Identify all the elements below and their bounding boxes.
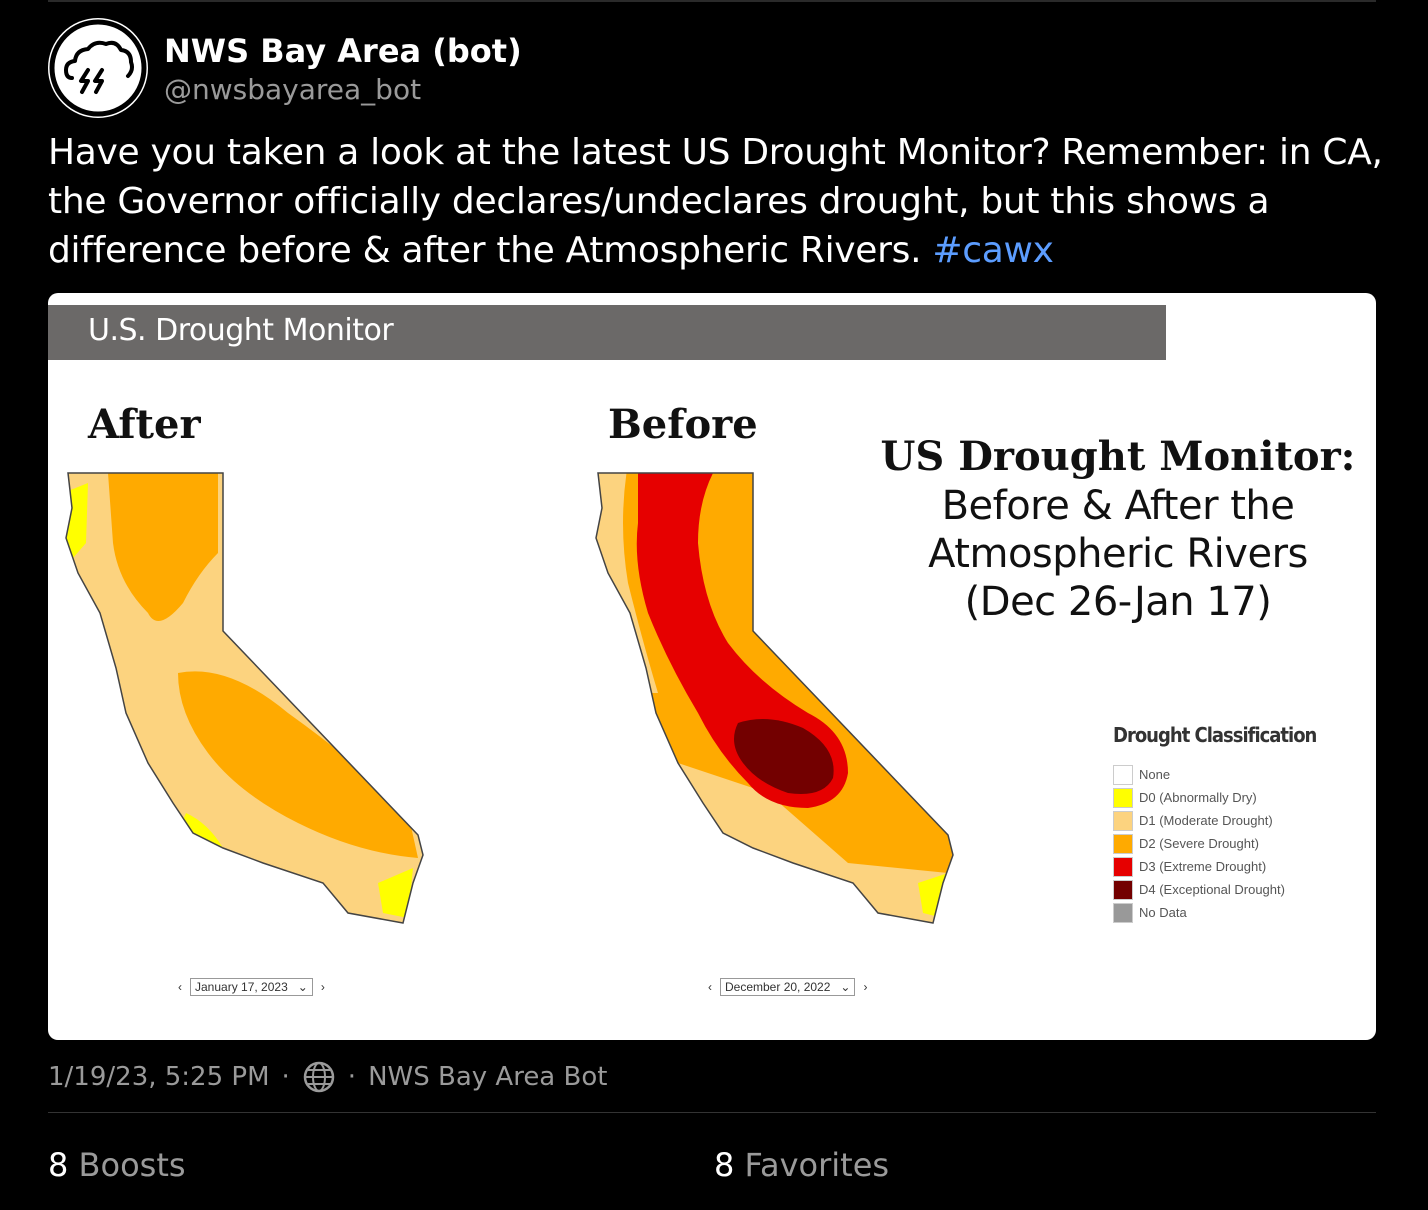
boosts-label: Boosts <box>78 1146 186 1184</box>
info-subtitle-line: Before & After the <box>941 483 1295 529</box>
legend-swatch <box>1113 787 1133 808</box>
favorites-stat[interactable]: 8 Favorites <box>714 1146 889 1184</box>
display-name[interactable]: NWS Bay Area (bot) <box>164 32 522 70</box>
prev-date-icon[interactable]: ‹ <box>178 980 182 994</box>
post-text-line: the Governor officially declares/undecla… <box>48 181 1270 222</box>
legend-label: D0 (Abnormally Dry) <box>1139 790 1257 805</box>
legend-swatch <box>1113 856 1133 877</box>
drought-legend: Drought Classification None D0 (Abnormall… <box>1113 723 1317 924</box>
meta-separator: · <box>281 1062 290 1092</box>
meta-separator: · <box>347 1062 357 1092</box>
after-date-value: January 17, 2023 <box>195 980 288 994</box>
before-date-value: December 20, 2022 <box>725 980 831 994</box>
legend-swatch <box>1113 810 1133 831</box>
legend-item: D2 (Severe Drought) <box>1113 832 1316 855</box>
favorites-label: Favorites <box>744 1146 890 1184</box>
legend-label: D2 (Severe Drought) <box>1139 836 1259 851</box>
legend-title: Drought Classification <box>1113 723 1317 747</box>
legend-label: D4 (Exceptional Drought) <box>1139 882 1285 897</box>
legend-item: None <box>1113 763 1316 786</box>
info-subtitle-line: Atmospheric Rivers <box>928 531 1308 577</box>
app-name[interactable]: NWS Bay Area Bot <box>368 1062 608 1092</box>
next-date-icon[interactable]: › <box>863 980 868 994</box>
legend-swatch <box>1113 879 1133 900</box>
post-meta: 1/19/23, 5:25 PM · · NWS Bay Area Bot <box>48 1060 607 1094</box>
storm-cloud-icon <box>49 19 147 117</box>
legend-item: D0 (Abnormally Dry) <box>1113 786 1316 809</box>
legend-swatch <box>1113 833 1133 854</box>
media-attachment[interactable]: U.S. Drought Monitor After Before <box>48 293 1376 1040</box>
before-label: Before <box>608 401 758 448</box>
before-map <box>595 472 954 924</box>
boosts-stat[interactable]: 8 Boosts <box>48 1146 186 1184</box>
legend-label: None <box>1139 767 1171 782</box>
legend-item: D4 (Exceptional Drought) <box>1113 878 1316 901</box>
legend-label: No Data <box>1139 905 1187 920</box>
account-handle[interactable]: @nwsbayarea_bot <box>164 73 422 106</box>
prev-date-icon[interactable]: ‹ <box>708 980 712 994</box>
post-text-segment: difference before & after the Atmospheri… <box>48 230 922 271</box>
legend-item: D3 (Extreme Drought) <box>1113 855 1316 878</box>
legend-swatch <box>1113 764 1133 785</box>
avatar[interactable] <box>48 18 148 118</box>
favorites-count: 8 <box>714 1146 735 1184</box>
after-label: After <box>88 401 201 448</box>
media-header-bar <box>48 305 1166 360</box>
post-text-line: difference before & after the Atmospheri… <box>48 226 1378 275</box>
info-date-range: (Dec 26-Jan 17) <box>964 579 1272 625</box>
top-divider <box>48 0 1376 2</box>
after-date-picker[interactable]: ‹ January 17, 2023 ⌄ › <box>178 978 325 996</box>
chevron-down-icon: ⌄ <box>840 980 851 994</box>
post-text-line: Have you taken a look at the latest US D… <box>48 132 1383 173</box>
legend-label: D1 (Moderate Drought) <box>1139 813 1273 828</box>
legend-label: D3 (Extreme Drought) <box>1139 859 1267 874</box>
globe-icon <box>303 1061 335 1093</box>
legend-item: D1 (Moderate Drought) <box>1113 809 1316 832</box>
post-timestamp[interactable]: 1/19/23, 5:25 PM <box>48 1062 270 1092</box>
post-body: Have you taken a look at the latest US D… <box>48 128 1383 275</box>
info-title: US Drought Monitor: <box>880 433 1356 480</box>
hashtag-link[interactable]: #cawx <box>932 230 1054 271</box>
before-date-picker[interactable]: ‹ December 20, 2022 ⌄ › <box>708 978 867 996</box>
boosts-count: 8 <box>48 1146 69 1184</box>
media-header-title: U.S. Drought Monitor <box>88 313 394 348</box>
legend-swatch <box>1113 902 1133 923</box>
chevron-down-icon: ⌄ <box>297 980 308 994</box>
next-date-icon[interactable]: › <box>320 980 325 994</box>
stats-divider <box>48 1112 1376 1113</box>
legend-item: No Data <box>1113 901 1316 924</box>
after-map <box>65 472 424 924</box>
